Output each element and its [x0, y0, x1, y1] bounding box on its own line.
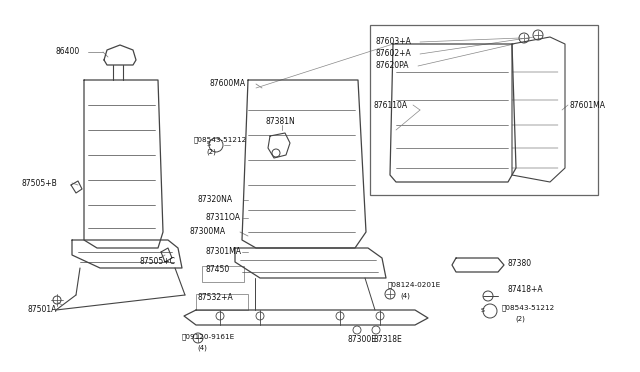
- Text: 87418+A: 87418+A: [508, 285, 543, 295]
- Text: 87505+B: 87505+B: [22, 179, 58, 187]
- Text: 87532+A: 87532+A: [197, 294, 233, 302]
- Text: 87381N: 87381N: [265, 118, 295, 126]
- Text: S: S: [481, 308, 485, 314]
- Text: S: S: [207, 142, 211, 148]
- Text: 87501A: 87501A: [28, 305, 58, 314]
- Bar: [196, 294, 248, 310]
- Text: 87601MA: 87601MA: [570, 100, 606, 109]
- Text: (4): (4): [400, 293, 410, 299]
- Text: 87320NA: 87320NA: [198, 196, 233, 205]
- Text: 87602+A: 87602+A: [375, 49, 411, 58]
- Text: 87450: 87450: [205, 266, 229, 275]
- Text: Ⓢ08543-51212: Ⓢ08543-51212: [502, 305, 556, 311]
- Text: 86400: 86400: [55, 48, 79, 57]
- Text: (2): (2): [206, 149, 216, 155]
- Text: 87505+C: 87505+C: [140, 257, 176, 266]
- Bar: [202, 266, 244, 282]
- Text: 87311OA: 87311OA: [206, 214, 241, 222]
- Text: 87301MA: 87301MA: [205, 247, 241, 257]
- Text: 87318E: 87318E: [374, 336, 403, 344]
- Bar: [370, 25, 598, 195]
- Text: Ⓢ08543-51212: Ⓢ08543-51212: [194, 137, 247, 143]
- Text: Ⓑ09120-9161E: Ⓑ09120-9161E: [182, 334, 236, 340]
- Text: 87603+A: 87603+A: [375, 38, 411, 46]
- Text: 87620PA: 87620PA: [375, 61, 408, 71]
- Text: 87380: 87380: [508, 259, 532, 267]
- Text: (4): (4): [197, 345, 207, 351]
- Text: 876110A: 876110A: [373, 100, 407, 109]
- Text: Ⓑ08124-0201E: Ⓑ08124-0201E: [388, 282, 441, 288]
- Text: 87300E: 87300E: [348, 336, 377, 344]
- Text: 87300MA: 87300MA: [190, 228, 226, 237]
- Text: (2): (2): [515, 316, 525, 322]
- Text: 87600MA: 87600MA: [210, 80, 246, 89]
